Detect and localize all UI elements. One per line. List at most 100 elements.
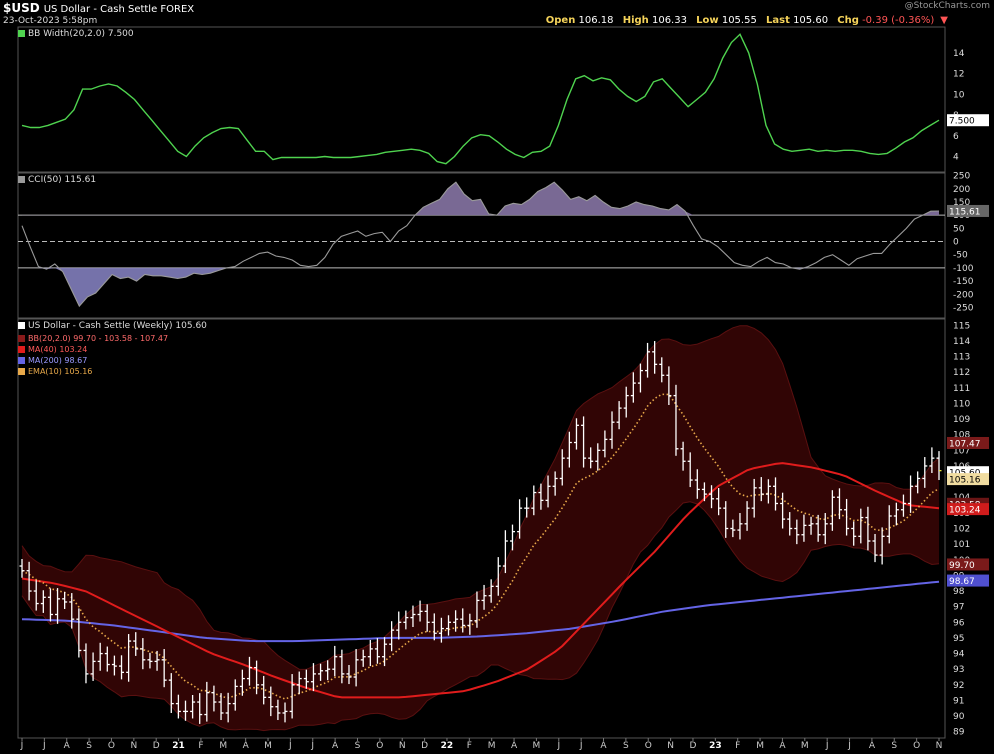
- x-axis-label: N: [399, 741, 406, 751]
- x-axis-label: J: [579, 741, 583, 751]
- bb-legend-swatch: [18, 335, 25, 342]
- bb-lower-tag-bg: [947, 558, 989, 571]
- x-axis-label: S: [86, 741, 92, 751]
- bb-legend-text: BB(20,2.0) 99.70 - 103.58 - 107.47: [28, 334, 169, 343]
- bbw-legend: BB Width(20,2.0) 7.500: [18, 29, 134, 39]
- x-axis-label: J: [20, 741, 24, 751]
- price-tick-label: 102: [953, 525, 970, 535]
- bbw-tick-label: 4: [953, 152, 959, 162]
- bb-lower-tag: 99.70: [949, 561, 975, 571]
- ma40-legend: MA(40) 103.24: [18, 345, 87, 354]
- bb-legend: BB(20,2.0) 99.70 - 103.58 - 107.47: [18, 334, 168, 343]
- cci-tick-label: -100: [953, 264, 974, 274]
- chg-value: -0.39 (-0.36%): [862, 15, 935, 26]
- cci-tick-label: -250: [953, 303, 974, 313]
- x-axis-label: A: [64, 741, 71, 751]
- x-axis-label: J: [288, 741, 292, 751]
- price-tick-label: 111: [953, 384, 970, 394]
- bbw-last-tag: 7.500: [949, 117, 975, 127]
- bbw-tick-label: 6: [953, 132, 959, 142]
- ma200-legend-text: MA(200) 98.67: [28, 356, 88, 365]
- bbw-tick-label: 14: [953, 49, 965, 59]
- bbw-last-tag-bg: [947, 114, 989, 127]
- x-axis-label: A: [511, 741, 518, 751]
- x-axis-label: M: [756, 741, 764, 751]
- price-tick-label: 112: [953, 368, 970, 378]
- ma200-line: [21, 580, 940, 643]
- price-tick-label: 89: [953, 728, 965, 738]
- x-axis-label: N: [130, 741, 137, 751]
- price-tick-label: 90: [953, 712, 965, 722]
- ma40-tag-bg: [947, 503, 989, 516]
- bbw-series-line: [21, 33, 940, 165]
- chart-date: 23-Oct-2023 5:58pm: [3, 16, 98, 26]
- price-tick-label: 94: [953, 650, 965, 660]
- bollinger-band-fill: [22, 325, 939, 731]
- high-value: 106.33: [651, 15, 687, 26]
- x-axis-label: A: [869, 741, 876, 751]
- price-tick-label: 115: [953, 321, 970, 331]
- symbol-title: $USD US Dollar - Cash Settle FOREX: [3, 1, 194, 15]
- price-tick-label: 101: [953, 540, 970, 550]
- price-tick-label: 96: [953, 618, 965, 628]
- cci-last-tag: 115.61: [949, 207, 981, 217]
- cci-tick-label: -50: [953, 251, 968, 261]
- x-axis-label: J: [556, 741, 560, 751]
- x-axis-label: F: [198, 741, 203, 751]
- x-axis-label: A: [779, 741, 786, 751]
- cci-tick-label: 250: [953, 172, 970, 182]
- cci-series-line: [21, 181, 940, 308]
- x-axis-label: F: [735, 741, 740, 751]
- x-axis-label: 21: [172, 741, 185, 751]
- ma40-tag: 103.24: [949, 506, 981, 516]
- cci-tick-label: 150: [953, 198, 970, 208]
- price-tick-label: 92: [953, 681, 964, 691]
- x-axis-label: O: [376, 741, 383, 751]
- open-value: 106.18: [578, 15, 614, 26]
- x-axis-label: D: [690, 741, 697, 751]
- cci-legend-swatch: [18, 176, 25, 183]
- price-tick-label: 113: [953, 353, 970, 363]
- price-tick-label: 98: [953, 587, 965, 597]
- ma200-legend: MA(200) 98.67: [18, 356, 87, 365]
- price-legend-text: US Dollar - Cash Settle (Weekly) 105.60: [28, 321, 207, 331]
- bbw-legend-swatch: [18, 30, 25, 37]
- panel-frame-2: [17, 172, 946, 319]
- price-legend-swatch: [18, 322, 25, 329]
- price-tick-label: 107: [953, 446, 970, 456]
- ma200-legend-swatch: [18, 357, 25, 364]
- cci-legend-text: CCI(50) 115.61: [28, 175, 97, 185]
- x-axis-label: O: [645, 741, 652, 751]
- ma40-legend-text: MA(40) 103.24: [28, 345, 88, 354]
- x-axis-label: M: [264, 741, 272, 751]
- instrument-name: US Dollar - Cash Settle FOREX: [43, 4, 195, 15]
- down-arrow-icon: ▼: [940, 15, 948, 26]
- cci-legend: CCI(50) 115.61: [18, 175, 96, 185]
- cci-last-tag-bg: [947, 204, 989, 217]
- cci-tick-label: -150: [953, 277, 974, 287]
- x-axis-label: 22: [441, 741, 454, 751]
- last-value: 105.60: [793, 15, 829, 26]
- open-label: Open: [545, 15, 576, 26]
- x-axis-label: M: [219, 741, 227, 751]
- panel-frame-1: [17, 26, 946, 173]
- x-axis-label: F: [467, 741, 472, 751]
- x-axis-label: M: [533, 741, 541, 751]
- price-tick-label: 110: [953, 399, 970, 409]
- ema10-legend-swatch: [18, 368, 25, 375]
- ma200-tag-bg: [947, 574, 989, 587]
- low-label: Low: [696, 15, 719, 26]
- x-axis-label: M: [801, 741, 809, 751]
- panel-frame-3: [17, 318, 946, 739]
- x-axis-label: D: [153, 741, 160, 751]
- ma200-tag: 98.67: [949, 577, 975, 587]
- high-label: High: [622, 15, 649, 26]
- x-axis-label: A: [243, 741, 250, 751]
- cci-tick-label: -200: [953, 290, 974, 300]
- ema10-legend: EMA(10) 105.16: [18, 367, 92, 376]
- x-axis-label: O: [108, 741, 115, 751]
- bollinger-lower-line: [21, 501, 940, 732]
- ma40-line: [21, 462, 940, 699]
- ema10-legend-text: EMA(10) 105.16: [28, 367, 93, 376]
